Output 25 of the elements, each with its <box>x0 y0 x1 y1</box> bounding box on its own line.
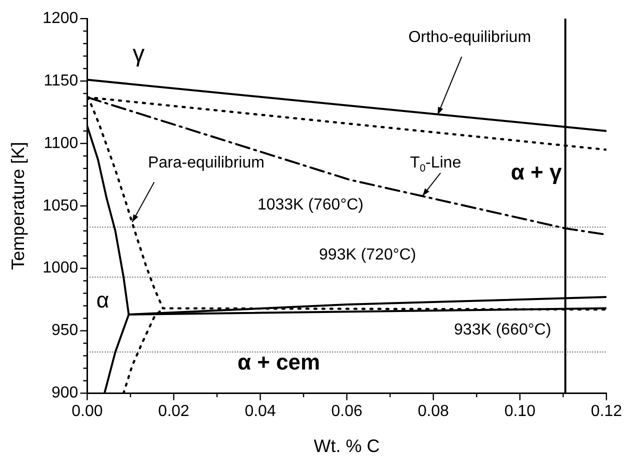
y-tick-label: 1150 <box>44 72 78 90</box>
y-tick-label: 900 <box>51 384 78 402</box>
y-tick-label: 1200 <box>42 10 78 28</box>
x-tick-label: 0.02 <box>158 403 190 420</box>
y-tick-label: 1000 <box>42 260 78 277</box>
ref-line-label: 933K (660°C) <box>454 321 552 338</box>
y-tick-label: 950 <box>51 322 78 340</box>
y-tick-label: 1100 <box>44 134 78 152</box>
annotation: γ <box>132 40 145 68</box>
ref-line-label: 993K (720°C) <box>319 246 416 264</box>
y-tick-label: 1050 <box>42 197 78 214</box>
x-axis-title: Wt. % C <box>314 436 380 456</box>
x-tick-label: 0.12 <box>590 403 622 420</box>
x-tick-label: 0.04 <box>244 403 276 420</box>
x-tick-label: 0.08 <box>418 403 450 420</box>
x-tick-label: 0.10 <box>504 403 536 420</box>
annotation: Ortho-equilibrium <box>408 29 532 46</box>
ref-line-label: 1033K (760°C) <box>257 196 364 214</box>
annotation: α + cem <box>237 350 320 375</box>
y-axis-title: Temperature [K] <box>8 142 28 270</box>
annotation: Para-equilibrium <box>148 154 264 172</box>
x-tick-label: 0.06 <box>331 403 362 420</box>
x-tick-label: 0.00 <box>72 403 103 420</box>
annotation: α + γ <box>510 159 563 184</box>
annotation: α <box>96 287 110 312</box>
